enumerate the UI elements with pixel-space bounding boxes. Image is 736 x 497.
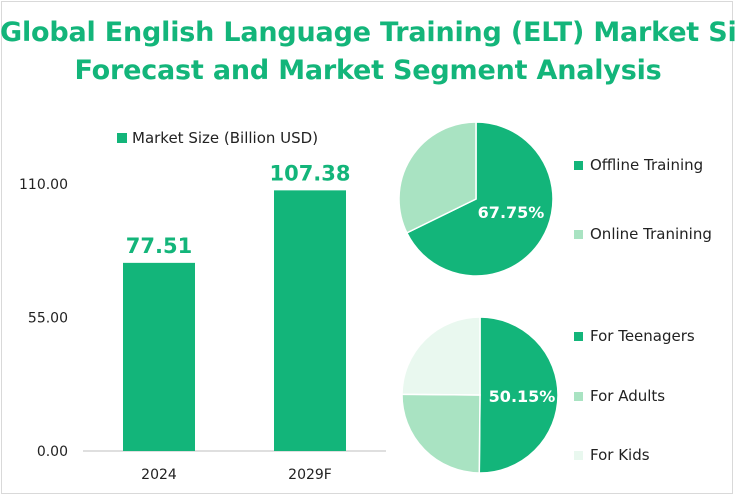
- legend-swatch: [574, 161, 583, 170]
- pie-slice: [401, 316, 481, 396]
- bar-data-label: 107.38: [269, 161, 350, 185]
- legend-swatch: [574, 392, 583, 401]
- pie-slice: [401, 393, 481, 474]
- pie-data-label: 50.15%: [489, 387, 556, 406]
- bar-y-ticks: 0.00 55.00 110.00: [19, 177, 68, 460]
- legend-swatch: [574, 230, 583, 239]
- y-tick-label: 55.00: [28, 311, 68, 327]
- title-line-2: Forecast and Market Segment Analysis: [74, 55, 662, 86]
- bar-legend-swatch: [117, 133, 127, 143]
- chart-title: Global English Language Training (ELT) M…: [0, 14, 736, 90]
- y-tick-label: 110.00: [19, 177, 68, 193]
- x-category-label: 2029F: [288, 467, 332, 483]
- pie-slice: [478, 316, 559, 474]
- pie-data-label: 67.75%: [478, 203, 545, 222]
- pie-age-segment-legend: For Teenagers For Adults For Kids: [574, 327, 695, 464]
- pie-training-mode-legend: Offline Training Online Tranining: [574, 156, 712, 243]
- legend-label: For Teenagers: [590, 327, 695, 345]
- legend-swatch: [574, 451, 583, 460]
- legend-label: For Adults: [590, 387, 665, 405]
- bar-data-label: 77.51: [126, 234, 192, 258]
- legend-label: For Kids: [590, 446, 650, 464]
- bar-2024: [123, 262, 195, 451]
- bar-2029F: [274, 190, 346, 452]
- x-category-label: 2024: [141, 467, 177, 483]
- pie-slice: [405, 121, 554, 277]
- pie-slice: [398, 121, 477, 234]
- legend-label: Online Tranining: [590, 225, 712, 243]
- y-tick-label: 0.00: [37, 444, 68, 460]
- title-line-1: Global English Language Training (ELT) M…: [0, 17, 736, 48]
- legend-label: Offline Training: [590, 156, 703, 174]
- bar-series: 77.51 2024 107.38 2029F: [123, 161, 351, 483]
- bar-legend-label: Market Size (Billion USD): [132, 129, 318, 147]
- pie-age-segment: 50.15%: [401, 316, 559, 474]
- legend-swatch: [574, 332, 583, 341]
- pie-training-mode: 67.75%: [398, 121, 554, 277]
